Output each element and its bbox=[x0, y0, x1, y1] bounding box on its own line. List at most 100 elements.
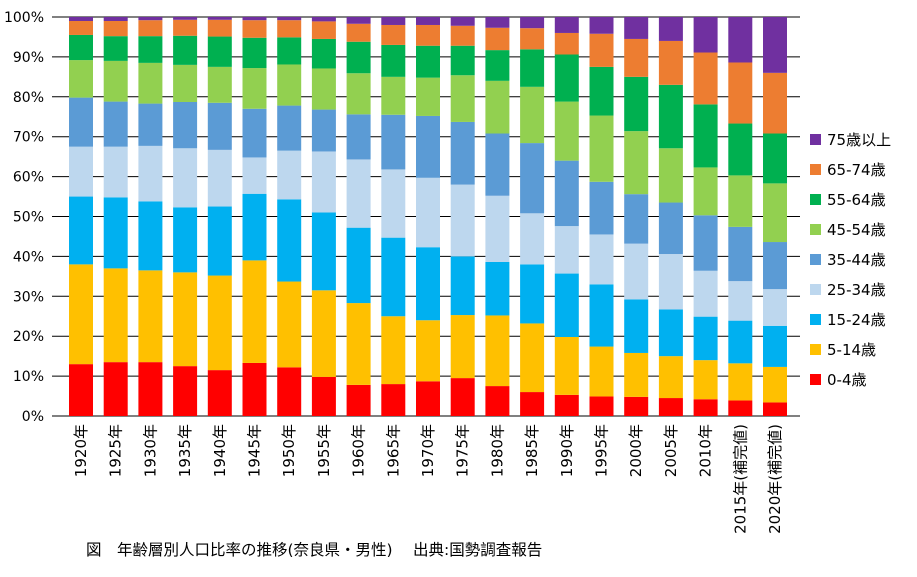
bar-segment bbox=[311, 38, 336, 69]
legend-label: 5-14歳 bbox=[827, 340, 877, 359]
bar-segment bbox=[728, 320, 753, 364]
bar-segment bbox=[554, 54, 579, 102]
bar-segment bbox=[381, 44, 406, 77]
y-tick-label: 0% bbox=[22, 409, 44, 425]
bar-segment bbox=[520, 213, 545, 265]
bar-segment bbox=[381, 17, 406, 25]
bar-segment bbox=[381, 76, 406, 115]
bar-segment bbox=[450, 256, 475, 316]
bar-segment bbox=[693, 316, 718, 361]
bar-segment bbox=[416, 115, 440, 178]
bar-segment bbox=[69, 60, 93, 98]
bar-segment bbox=[242, 68, 267, 109]
bar-segment bbox=[69, 264, 93, 365]
bar-segment bbox=[416, 247, 440, 321]
bar-segment bbox=[103, 146, 128, 198]
bar-segment bbox=[485, 27, 510, 51]
bar-segment bbox=[589, 346, 614, 397]
bar-segment bbox=[138, 270, 163, 363]
bar-segment bbox=[485, 80, 510, 134]
bar-segment bbox=[242, 157, 267, 194]
y-tick-label: 40% bbox=[13, 249, 44, 265]
bar-segment bbox=[207, 370, 232, 416]
bar-segment bbox=[103, 17, 128, 21]
bar-segment bbox=[693, 17, 718, 53]
x-tick-label: 1980年 bbox=[488, 424, 506, 477]
bar-segment bbox=[207, 149, 232, 207]
y-tick-label: 70% bbox=[13, 130, 44, 146]
bar-segment bbox=[311, 17, 336, 22]
bar-segment bbox=[554, 32, 579, 55]
bar-segment bbox=[728, 363, 753, 401]
legend-item: 25-34歳 bbox=[810, 274, 891, 304]
legend-item: 5-14歳 bbox=[810, 334, 891, 364]
bar-segment bbox=[624, 299, 649, 353]
bar-segment bbox=[138, 20, 163, 37]
bar-segment bbox=[450, 378, 475, 416]
bar-segment bbox=[242, 193, 267, 261]
legend-item: 15-24歳 bbox=[810, 304, 891, 334]
bar-segment bbox=[242, 20, 267, 38]
bar-segment bbox=[658, 17, 683, 41]
legend-swatch bbox=[810, 373, 821, 385]
x-tick-label: 1950年 bbox=[280, 424, 298, 477]
bar-segment bbox=[589, 115, 614, 182]
legend-label: 35-44歳 bbox=[827, 250, 886, 269]
legend-label: 25-34歳 bbox=[827, 280, 886, 299]
bar-segment bbox=[69, 17, 93, 21]
bar-segment bbox=[416, 177, 440, 248]
y-axis-ticks: 0% 10% 20% 30% 40% 50% 60% 70% 80% 90% 100% bbox=[4, 10, 44, 425]
bar-segment bbox=[589, 284, 614, 347]
bar-segment bbox=[311, 151, 336, 213]
bar-segment bbox=[277, 367, 302, 416]
bar-segment bbox=[346, 23, 371, 42]
bar-segment bbox=[624, 243, 649, 300]
bar-segment bbox=[311, 290, 336, 377]
bar-segment bbox=[346, 17, 371, 24]
y-tick-label: 10% bbox=[13, 369, 44, 385]
x-tick-label: 2020年(補完値) bbox=[766, 424, 784, 534]
bar-segment bbox=[693, 360, 718, 400]
bar-segment bbox=[624, 17, 649, 39]
bar-segment bbox=[693, 399, 718, 416]
legend-swatch bbox=[810, 193, 821, 205]
bar-segment bbox=[346, 303, 371, 385]
x-tick-label: 1990年 bbox=[558, 424, 576, 477]
bar-segment bbox=[554, 394, 579, 416]
bar-segment bbox=[103, 36, 128, 61]
bar-segment bbox=[485, 386, 510, 416]
bar-segment bbox=[138, 36, 163, 63]
bar-segment bbox=[658, 309, 683, 357]
bar-segment bbox=[346, 73, 371, 115]
bar-segment bbox=[381, 384, 406, 416]
legend-swatch bbox=[810, 283, 821, 295]
bar-segment bbox=[207, 17, 232, 20]
bar-segment bbox=[485, 17, 510, 28]
bar-segment bbox=[763, 242, 787, 290]
x-tick-label: 1925年 bbox=[107, 424, 125, 477]
bar-segment bbox=[763, 325, 787, 367]
legend-swatch bbox=[810, 133, 821, 145]
bar-segment bbox=[277, 20, 302, 38]
legend-swatch bbox=[810, 253, 821, 265]
bar-segment bbox=[277, 105, 302, 151]
bar-segment bbox=[69, 20, 93, 35]
x-tick-label: 2000年 bbox=[627, 424, 645, 477]
legend-label: 45-54歳 bbox=[827, 220, 886, 239]
x-tick-label: 1945年 bbox=[246, 424, 264, 477]
bar-segment bbox=[381, 169, 406, 238]
bar-segment bbox=[624, 38, 649, 77]
x-tick-label: 1920年 bbox=[72, 424, 90, 477]
legend-swatch bbox=[810, 313, 821, 325]
bar-segment bbox=[693, 270, 718, 317]
bar-segment bbox=[763, 402, 787, 416]
bar-segment bbox=[242, 108, 267, 158]
bar-segment bbox=[658, 84, 683, 149]
bar-segment bbox=[277, 199, 302, 282]
bar-segment bbox=[346, 41, 371, 74]
bar-segment bbox=[173, 366, 198, 416]
legend-label: 65-74歳 bbox=[827, 160, 886, 179]
bar-segment bbox=[693, 215, 718, 271]
bar-segment bbox=[450, 25, 475, 46]
